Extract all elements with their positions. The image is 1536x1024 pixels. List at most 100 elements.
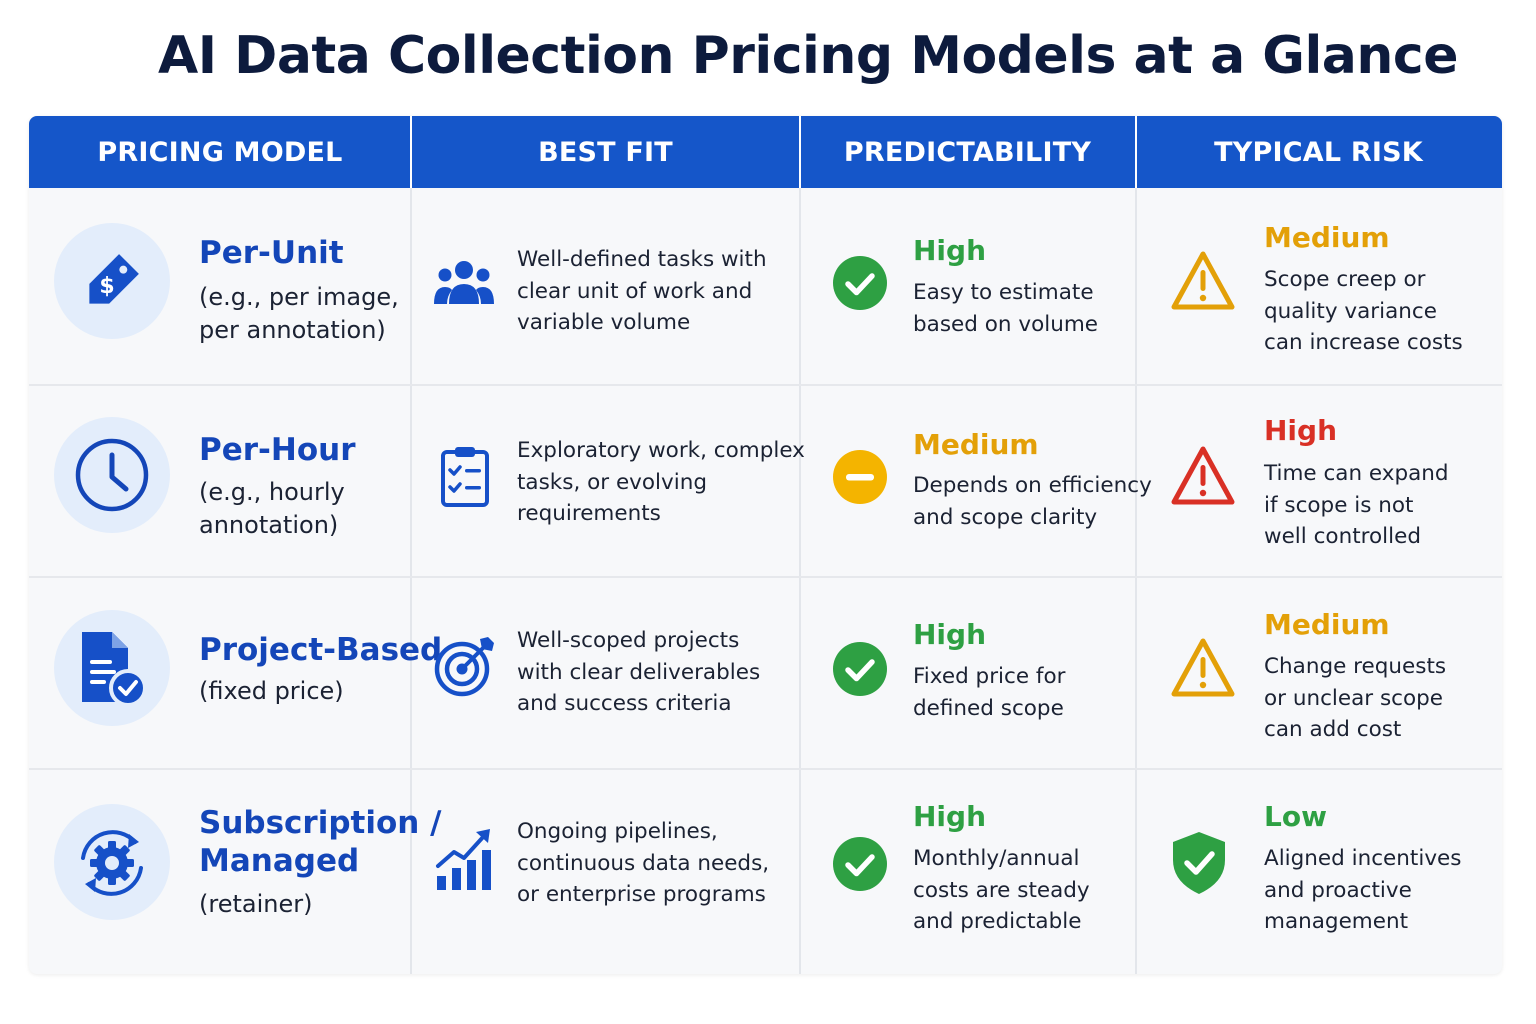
model-name-line: Subscription / [199, 805, 442, 841]
risk-level: Medium [1264, 608, 1390, 641]
model-name-line: Per-Unit [199, 235, 344, 271]
risk-text: Scope creep or quality variance can incr… [1264, 264, 1463, 359]
risk-line: and proactive [1264, 877, 1412, 903]
clock-icon [75, 438, 149, 512]
header-divider [1135, 116, 1137, 188]
best-fit-text: Ongoing pipelines, continuous data needs… [517, 816, 769, 911]
model-name: Per-Unit [199, 234, 344, 272]
best-fit-line: tasks, or evolving [517, 469, 708, 495]
model-subtitle-line: (e.g., per image, [199, 283, 399, 311]
model-subtitle: (e.g., hourly annotation) [199, 476, 345, 542]
best-fit-line: Well-defined tasks with [517, 247, 767, 272]
model-subtitle-line: (fixed price) [199, 677, 344, 705]
best-fit-line: or enterprise programs [517, 882, 766, 907]
row-divider [29, 384, 1502, 386]
model-name: Subscription / Managed [199, 804, 441, 880]
risk-line: well controlled [1264, 524, 1421, 549]
best-fit-line: variable volume [517, 310, 691, 335]
risk-line: or unclear scope [1264, 685, 1444, 711]
shield-check-icon [1173, 832, 1225, 894]
gear-cycle-icon [81, 830, 143, 896]
best-fit-text: Exploratory work, complex tasks, or evol… [517, 435, 805, 530]
risk-line: quality variance [1264, 298, 1437, 324]
risk-line: can add cost [1264, 717, 1402, 742]
model-subtitle-line: (e.g., hourly [199, 478, 345, 506]
risk-text: Time can expand if scope is not well con… [1264, 458, 1449, 553]
header-typical-risk: TYPICAL RISK [1135, 116, 1502, 188]
predictability-text: Fixed price for defined scope [913, 661, 1065, 724]
growth-chart-icon [436, 829, 491, 890]
predictability-line: costs are steady [913, 877, 1090, 903]
header-divider [799, 116, 801, 188]
model-name-line: Per-Hour [199, 432, 356, 468]
risk-text: Aligned incentives and proactive managem… [1264, 843, 1461, 938]
model-subtitle-line: (retainer) [199, 890, 313, 918]
risk-line: Scope creep or [1264, 267, 1426, 292]
predictability-text: Monthly/annual costs are steady and pred… [913, 843, 1090, 938]
model-subtitle: (fixed price) [199, 675, 344, 708]
risk-line: Change requests [1264, 654, 1447, 679]
best-fit-line: and success criteria [517, 691, 732, 716]
risk-line: if scope is not [1264, 492, 1414, 518]
predictability-level: High [913, 800, 987, 833]
pricing-table: PRICING MODEL BEST FIT PREDICTABILITY TY… [29, 116, 1502, 974]
best-fit-text: Well-scoped projects with clear delivera… [517, 625, 760, 720]
svg-text:$: $ [99, 274, 114, 299]
column-divider [799, 116, 801, 974]
predictability-text: Depends on efficiency and scope clarity [913, 470, 1152, 533]
model-name: Per-Hour [199, 431, 356, 469]
warning-triangle-icon [1171, 638, 1235, 697]
column-divider [1135, 116, 1137, 974]
predictability-level: Medium [913, 428, 1039, 461]
page-title: AI Data Collection Pricing Models at a G… [157, 26, 1459, 86]
predictability-level: High [913, 618, 987, 651]
predictability-level: High [913, 234, 987, 267]
model-name: Project-Based [199, 631, 442, 669]
header-pricing-model: PRICING MODEL [29, 116, 411, 188]
column-divider [410, 116, 412, 974]
predictability-line: Depends on efficiency [913, 473, 1152, 498]
best-fit-line: Well-scoped projects [517, 628, 740, 653]
checklist-icon [441, 447, 489, 507]
warning-triangle-icon [1171, 446, 1235, 505]
check-circle-icon [833, 642, 887, 696]
risk-line: Time can expand [1264, 461, 1449, 486]
best-fit-line: Ongoing pipelines, [517, 819, 718, 844]
model-subtitle: (retainer) [199, 888, 312, 921]
best-fit-line: Exploratory work, complex [517, 438, 805, 463]
warning-triangle-icon [1171, 251, 1235, 310]
header-predictability: PREDICTABILITY [800, 116, 1135, 188]
predictability-line: Easy to estimate [913, 280, 1094, 305]
predictability-line: and predictable [913, 909, 1082, 934]
best-fit-line: requirements [517, 501, 661, 526]
team-icon [434, 261, 494, 304]
risk-line: management [1264, 909, 1409, 934]
best-fit-line: continuous data needs, [517, 850, 770, 876]
row-divider [29, 768, 1502, 770]
document-check-icon [82, 632, 147, 707]
row-divider [29, 576, 1502, 578]
risk-level: Low [1264, 800, 1327, 833]
predictability-line: Fixed price for [913, 664, 1066, 689]
check-circle-icon [833, 256, 887, 310]
model-name-line: Managed [199, 843, 360, 879]
target-icon [434, 637, 494, 697]
predictability-line: and scope clarity [913, 504, 1098, 530]
model-subtitle-line: annotation) [199, 511, 339, 539]
header-best-fit: BEST FIT [411, 116, 800, 188]
risk-level: High [1264, 414, 1338, 447]
risk-line: can increase costs [1264, 330, 1463, 355]
model-name-line: Project-Based [199, 632, 443, 668]
check-circle-icon [833, 837, 887, 891]
predictability-line: based on volume [913, 311, 1098, 337]
best-fit-text: Well-defined tasks with clear unit of wo… [517, 244, 767, 339]
best-fit-line: with clear deliverables [517, 659, 761, 685]
risk-text: Change requests or unclear scope can add… [1264, 651, 1446, 746]
best-fit-line: clear unit of work and [517, 278, 753, 304]
predictability-text: Easy to estimate based on volume [913, 277, 1098, 340]
predictability-line: Monthly/annual [913, 846, 1080, 871]
risk-line: Aligned incentives [1264, 846, 1462, 871]
predictability-line: defined scope [913, 695, 1064, 721]
header-divider [410, 116, 412, 188]
price-tag-icon: $ [89, 254, 139, 304]
